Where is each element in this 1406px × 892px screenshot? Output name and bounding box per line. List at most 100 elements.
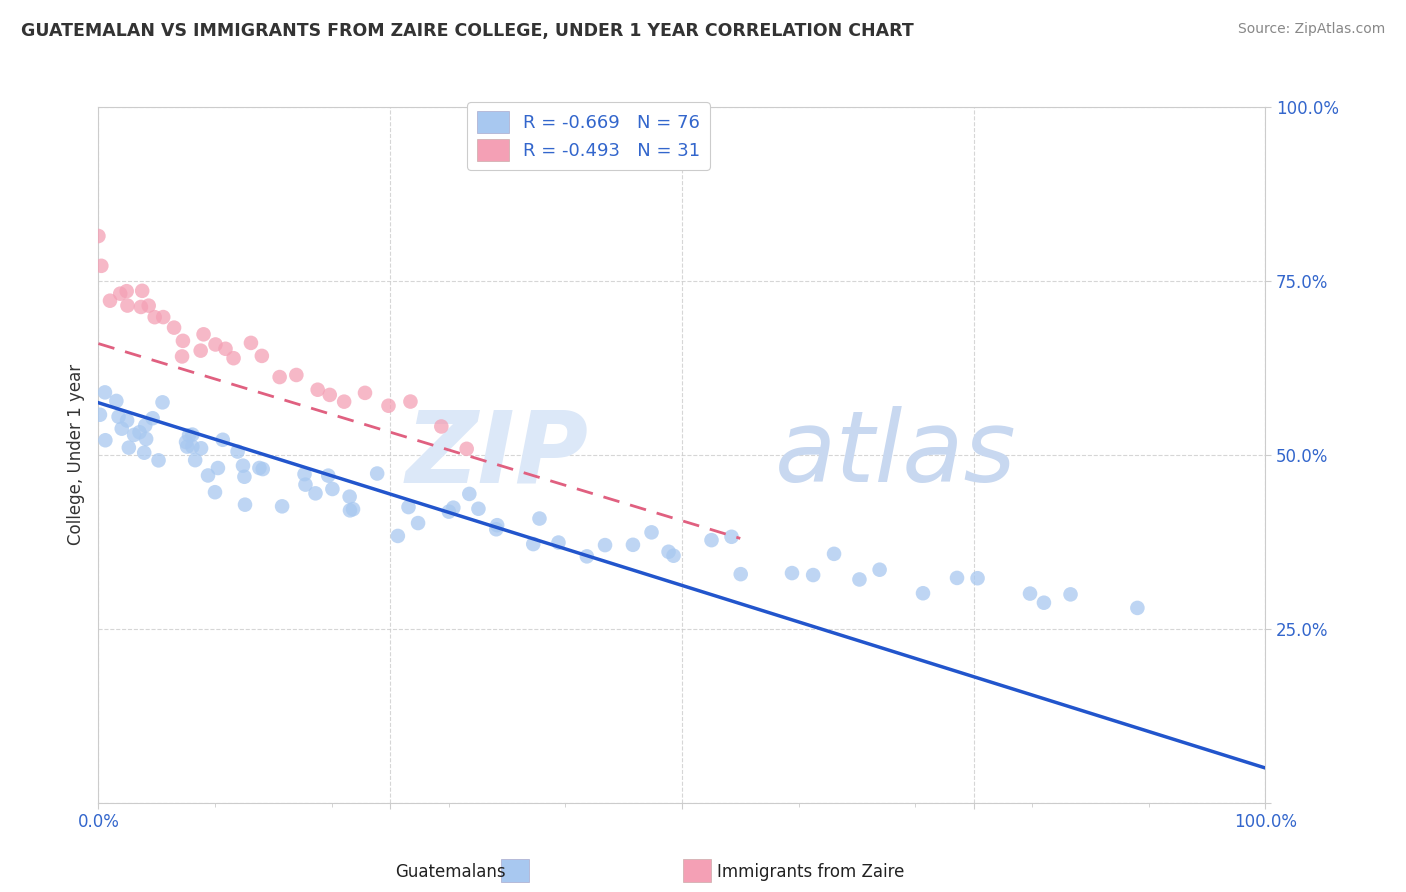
Point xyxy=(342,502,364,516)
Point xyxy=(184,453,207,467)
Point xyxy=(174,435,197,450)
Point xyxy=(129,300,152,314)
Point xyxy=(307,383,329,397)
Point xyxy=(122,428,145,442)
Legend: R = -0.669   N = 76, R = -0.493   N = 31: R = -0.669 N = 76, R = -0.493 N = 31 xyxy=(467,103,710,169)
Point xyxy=(823,547,845,561)
Point xyxy=(467,501,489,516)
Point xyxy=(152,310,174,324)
Point xyxy=(115,413,138,427)
Point xyxy=(700,533,723,548)
Point xyxy=(271,500,294,514)
Point xyxy=(207,461,229,475)
Point xyxy=(547,535,569,549)
Point xyxy=(170,350,193,364)
Point xyxy=(249,461,271,475)
Point xyxy=(239,335,262,350)
Point xyxy=(294,477,316,491)
Point xyxy=(377,399,399,413)
Point xyxy=(98,293,121,308)
Point xyxy=(801,568,824,582)
Point xyxy=(118,441,141,455)
Point xyxy=(304,486,326,500)
Point xyxy=(177,428,200,442)
Point xyxy=(319,388,342,402)
Point xyxy=(181,427,204,442)
Point xyxy=(152,395,174,409)
Point xyxy=(204,337,226,351)
Point xyxy=(111,422,134,436)
Point xyxy=(148,453,170,467)
Point xyxy=(138,299,160,313)
Point xyxy=(1032,596,1054,610)
Point xyxy=(252,462,274,476)
Point xyxy=(658,545,681,559)
Point xyxy=(117,299,139,313)
Point xyxy=(437,505,460,519)
Point xyxy=(529,511,551,525)
Point xyxy=(143,310,166,325)
Point xyxy=(163,320,186,334)
Point xyxy=(911,586,934,600)
Point xyxy=(294,467,316,482)
Point xyxy=(269,370,291,384)
Point xyxy=(848,573,870,587)
Point xyxy=(593,538,616,552)
Point xyxy=(211,433,233,447)
Point xyxy=(730,567,752,582)
Point xyxy=(233,469,256,483)
Point xyxy=(1126,601,1149,615)
Point xyxy=(1059,587,1081,601)
Point xyxy=(621,538,644,552)
Point xyxy=(387,529,409,543)
Point xyxy=(662,549,685,563)
Point xyxy=(398,500,420,514)
Point xyxy=(441,500,464,515)
Point xyxy=(115,284,138,298)
Point xyxy=(190,442,212,456)
Point xyxy=(780,566,803,580)
Point xyxy=(90,259,112,273)
Point xyxy=(406,516,429,530)
Point xyxy=(105,393,128,408)
Point xyxy=(456,442,478,456)
Point xyxy=(172,334,194,348)
Point xyxy=(366,467,388,481)
Text: atlas: atlas xyxy=(775,407,1017,503)
Point xyxy=(232,458,254,473)
Point xyxy=(87,229,110,244)
Point xyxy=(135,432,157,446)
Point xyxy=(339,503,361,517)
Y-axis label: College, Under 1 year: College, Under 1 year xyxy=(66,364,84,546)
Point xyxy=(89,408,111,422)
Point xyxy=(575,549,598,564)
Point xyxy=(134,418,156,433)
Point xyxy=(134,446,156,460)
Point xyxy=(190,343,212,358)
Text: Source: ZipAtlas.com: Source: ZipAtlas.com xyxy=(1237,22,1385,37)
Point xyxy=(250,349,273,363)
FancyBboxPatch shape xyxy=(501,859,529,882)
Point xyxy=(458,487,481,501)
FancyBboxPatch shape xyxy=(683,859,711,882)
Point xyxy=(108,286,131,301)
Point xyxy=(354,385,377,400)
Point xyxy=(430,419,453,434)
Point xyxy=(966,571,988,585)
Point xyxy=(946,571,969,585)
Point xyxy=(869,563,891,577)
Point xyxy=(94,385,117,400)
Text: ZIP: ZIP xyxy=(405,407,589,503)
Point xyxy=(193,327,215,342)
Point xyxy=(321,482,343,496)
Point xyxy=(522,537,544,551)
Point xyxy=(399,394,422,409)
Point xyxy=(226,444,249,458)
Point xyxy=(128,425,150,440)
Point xyxy=(181,440,204,454)
Point xyxy=(107,409,129,424)
Point xyxy=(485,522,508,536)
Point xyxy=(131,284,153,298)
Text: Immigrants from Zaire: Immigrants from Zaire xyxy=(717,863,904,881)
Point xyxy=(197,468,219,483)
